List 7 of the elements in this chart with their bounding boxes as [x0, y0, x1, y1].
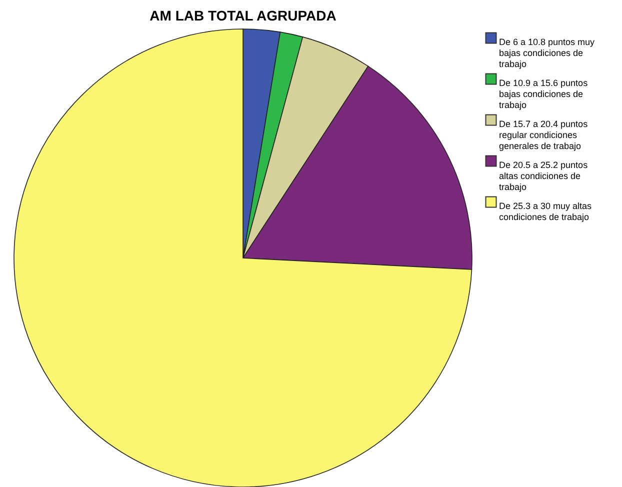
legend-label: De 15.7 a 20.4 puntos regular condiciones generales de trabajo — [499, 119, 588, 151]
pie-slice — [14, 28, 472, 487]
chart-title: AM LAB TOTAL AGRUPADA — [150, 7, 336, 24]
legend-label: De 20.5 a 25.2 puntos altas condiciones de trabajo — [499, 160, 588, 192]
legend-label: De 10.9 a 15.6 puntos bajas condiciones de trabajo — [499, 78, 588, 110]
legend-label: De 6 a 10.8 puntos muy bajas condiciones de trabajo — [499, 37, 596, 69]
legend-label: De 25.3 a 30 muy altas condiciones de trabajo — [499, 201, 592, 222]
